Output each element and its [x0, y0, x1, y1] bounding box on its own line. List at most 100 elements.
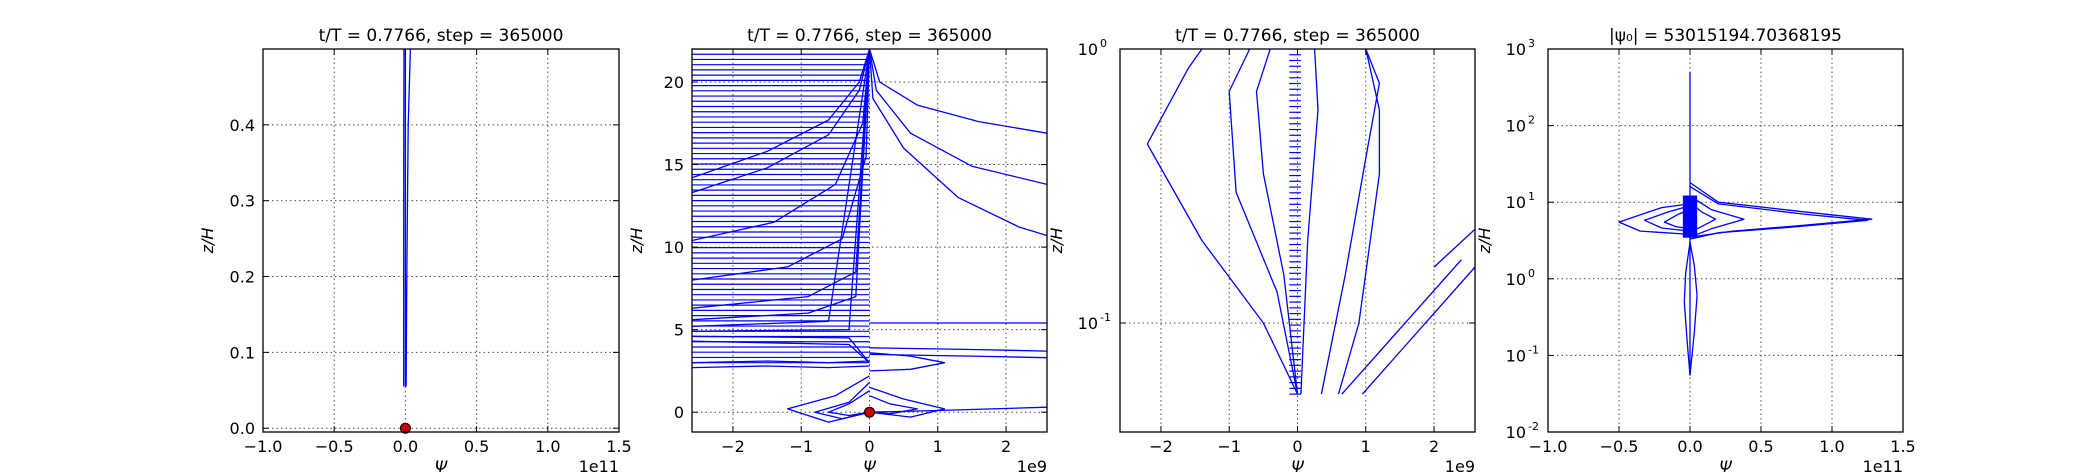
x-tick-label: −0.5 — [315, 437, 354, 456]
x-tick-label: 2 — [1429, 437, 1439, 456]
x-tick-label: 1.5 — [606, 437, 631, 456]
series-profile-a — [1146, 49, 1299, 395]
series-profile-g — [1341, 259, 1462, 395]
dense-curve-bundle — [692, 49, 870, 364]
series-upper-right-1 — [868, 49, 1047, 134]
plot-area — [1618, 72, 1873, 376]
x-tick-label: −1 — [789, 437, 813, 456]
series-low-loop-right-1 — [869, 386, 946, 418]
y-tick-label: 5 — [674, 321, 684, 340]
x-tick-label: 0.5 — [464, 437, 489, 456]
x-offset-text: 1e9 — [1445, 457, 1475, 475]
x-axis-label: Ψ — [863, 457, 876, 475]
series-upper-left-1 — [692, 49, 871, 179]
x-tick-label: 1.0 — [535, 437, 560, 456]
y-tick-label: 10 — [1506, 117, 1526, 136]
series-upper-left-5 — [692, 49, 871, 309]
axes-frame — [262, 48, 620, 433]
y-tick-label: 0.2 — [230, 268, 255, 287]
series-band-1 — [692, 49, 871, 321]
y-tick-label: 15 — [664, 156, 684, 175]
y-tick-exponent: 1 — [1528, 190, 1535, 203]
y-tick-exponent: 3 — [1528, 37, 1535, 50]
series-band-5 — [692, 340, 870, 364]
x-tick-label: 2 — [1001, 437, 1011, 456]
series-lobe-left-big — [1618, 203, 1691, 236]
axes-frame — [1547, 48, 1904, 433]
y-tick-exponent: -2 — [1528, 420, 1539, 433]
x-offset-text: 1e11 — [579, 457, 619, 475]
y-tick-label: 10 — [664, 238, 684, 257]
y-tick-label: 0.3 — [230, 192, 255, 211]
series-mid-left-1 — [692, 360, 870, 364]
y-tick-label: 10 — [1506, 40, 1526, 59]
y-tick-label: 10 — [1078, 314, 1098, 333]
x-tick-label: 1.5 — [1890, 437, 1915, 456]
x-tick-label: −2 — [1149, 437, 1173, 456]
series-profile-f — [1337, 49, 1381, 395]
series-low-wiggle-1 — [1689, 242, 1698, 376]
series-lobe-right-mid — [1689, 195, 1745, 238]
plot-area — [403, 49, 412, 387]
origin-marker — [864, 406, 875, 418]
x-tick-label: −1 — [1217, 437, 1241, 456]
plot-area — [1146, 49, 1475, 395]
chart-panel-1: −1.0 −0.5 0.0 0.5 1.0 1.5 0.0 0.1 0.2 0.3 0.4 t/T =… — [198, 26, 632, 475]
x-axis-label: Ψ — [1719, 457, 1732, 475]
series-mid-right-4 — [869, 352, 946, 372]
y-tick-label: 10 — [1506, 270, 1526, 289]
series-lobe-right-small — [1689, 201, 1717, 234]
x-tick-label: 0.5 — [1748, 437, 1773, 456]
y-tick-label: 20 — [664, 73, 684, 92]
y-tick-exponent: -1 — [1100, 311, 1111, 324]
y-tick-label: 10 — [1506, 423, 1526, 442]
y-tick-exponent: 0 — [1100, 37, 1107, 50]
x-tick-label: 0.0 — [1677, 437, 1702, 456]
y-tick-label: 10 — [1506, 193, 1526, 212]
y-axis-label: z/H — [1047, 228, 1066, 255]
series-profile-3 — [405, 49, 412, 387]
y-tick-label: 0 — [674, 403, 684, 422]
x-offset-text: 1e9 — [1017, 457, 1047, 475]
series-profile-h — [1361, 266, 1475, 395]
chart-title: t/T = 0.7766, step = 365000 — [319, 26, 564, 46]
series-lobe-left-mid — [1643, 205, 1691, 232]
series-profile-b — [1228, 49, 1299, 395]
series-mid-left-2 — [692, 365, 870, 369]
x-tick-label: 0 — [864, 437, 874, 456]
series-low-loop-left-3 — [827, 390, 870, 417]
series-low-loop-left-2 — [786, 375, 870, 423]
dense-curve-bundle — [1289, 49, 1301, 395]
series-upper-left-3 — [692, 49, 871, 242]
series-band-4 — [692, 335, 871, 364]
series-upper-right-2 — [868, 49, 1047, 186]
chart-title: t/T = 0.7766, step = 365000 — [747, 26, 992, 46]
series-low-right-tail — [869, 406, 1047, 413]
x-tick-label: 0.0 — [393, 437, 418, 456]
x-tick-label: −1.0 — [1529, 437, 1568, 456]
plot-area — [692, 49, 1047, 423]
y-tick-label: 0.0 — [230, 419, 255, 438]
series-band-3 — [692, 49, 871, 332]
x-offset-text: 1e11 — [1863, 457, 1903, 475]
series-profile-e — [1320, 49, 1381, 395]
x-tick-label: 0 — [1292, 437, 1302, 456]
series-band-2 — [692, 49, 871, 327]
series-upper-right-3 — [868, 49, 1047, 237]
x-tick-label: −2 — [721, 437, 745, 456]
series-big-lobe-2 — [1689, 186, 1869, 240]
series-low-wiggle-2 — [1683, 242, 1691, 376]
series-profile-i — [1433, 228, 1475, 268]
y-tick-exponent: 0 — [1528, 267, 1535, 280]
y-tick-label: 0.1 — [230, 343, 255, 362]
y-tick-label: 10 — [1506, 346, 1526, 365]
x-axis-label: Ψ — [1291, 457, 1304, 475]
series-upper-left-2 — [692, 49, 871, 194]
x-tick-label: −1.0 — [244, 437, 283, 456]
y-tick-label: 0.4 — [230, 116, 255, 135]
y-axis-label: z/H — [1475, 228, 1494, 255]
